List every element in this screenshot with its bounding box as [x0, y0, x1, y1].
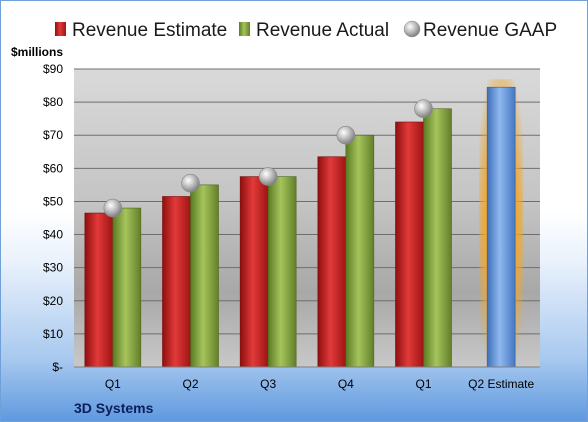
y-tick-label: $70 — [43, 128, 63, 142]
bar-revenue-estimate — [239, 176, 269, 368]
bar-revenue-actual — [267, 176, 297, 368]
y-tick-label: $20 — [43, 294, 63, 308]
y-tick-label: $50 — [43, 194, 63, 208]
legend-swatch — [239, 22, 250, 36]
marker-revenue-gaap — [181, 173, 200, 193]
y-tick-label: $80 — [43, 95, 63, 109]
bar-revenue-estimate — [317, 156, 347, 368]
y-tick-label: $10 — [43, 327, 63, 341]
x-tick-label: Q4 — [338, 377, 354, 391]
bar-revenue-estimate — [162, 196, 191, 368]
legend-swatch — [403, 20, 421, 38]
legend-label: Revenue Actual — [256, 20, 389, 41]
x-tick-label: Q2 Estimate — [468, 377, 534, 391]
x-tick-label: Q1 — [415, 377, 431, 391]
bar-revenue-actual — [423, 108, 452, 368]
company-name: 3D Systems — [74, 400, 154, 416]
y-tick-label: $90 — [43, 62, 63, 76]
plot-area — [74, 69, 540, 367]
marker-revenue-gaap — [103, 198, 123, 218]
marker-revenue-gaap — [414, 99, 433, 119]
bar-q2-estimate — [486, 86, 516, 368]
x-axis-ticks: Q1 Q2 Q3 Q4 Q1 Q2 Estimate — [105, 377, 535, 391]
y-unit-label: $millions — [11, 45, 63, 59]
bar-revenue-actual — [190, 184, 219, 368]
marker-revenue-gaap — [258, 167, 278, 186]
marker-revenue-gaap — [336, 125, 356, 145]
legend-label: Revenue GAAP — [423, 20, 557, 41]
y-axis-ticks: $- $10 $20 $30 $40 $50 $60 $70 $80 $90 — [43, 62, 63, 374]
chart-legend: Revenue Estimate Revenue Actual Revenue GA… — [55, 20, 557, 41]
legend-swatch — [55, 22, 66, 36]
x-tick-label: Q2 — [182, 377, 198, 391]
bar-revenue-estimate — [84, 212, 114, 368]
bar-revenue-actual — [112, 207, 142, 368]
x-tick-label: Q1 — [105, 377, 121, 391]
y-tick-label: $60 — [43, 161, 63, 175]
gaap-markers — [103, 99, 433, 218]
legend-label: Revenue Estimate — [72, 20, 227, 41]
y-tick-label: $- — [52, 360, 63, 374]
gridlines — [74, 68, 540, 335]
y-tick-label: $30 — [43, 261, 63, 275]
bars — [84, 79, 524, 368]
bar-revenue-actual — [345, 134, 375, 368]
y-tick-label: $40 — [43, 228, 63, 242]
bar-revenue-estimate — [395, 121, 424, 368]
x-tick-label: Q3 — [260, 377, 276, 391]
